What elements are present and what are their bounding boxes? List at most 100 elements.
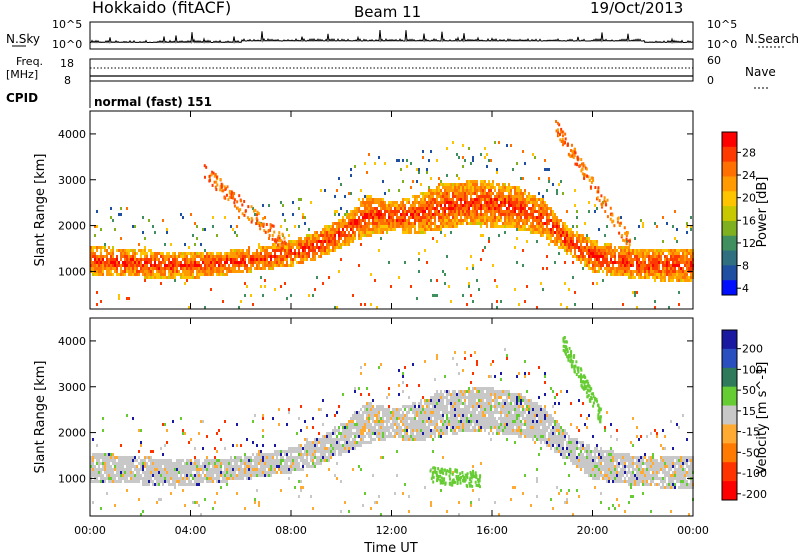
- heatmap-cell: [148, 219, 150, 222]
- heatmap-cell: [312, 507, 314, 510]
- heatmap-cell: [306, 246, 308, 249]
- heatmap-cell: [494, 204, 496, 207]
- heatmap-cell: [166, 441, 168, 444]
- heatmap-cell: [382, 231, 384, 234]
- heatmap-cell: [262, 258, 264, 261]
- heatmap-cell: [592, 255, 594, 258]
- heatmap-cell: [557, 131, 560, 135]
- heatmap-cell: [240, 300, 242, 303]
- heatmap-cell: [448, 198, 450, 201]
- heatmap-cell: [380, 420, 382, 423]
- heatmap-cell: [304, 453, 306, 456]
- heatmap-cell: [396, 207, 398, 210]
- heatmap-cell: [108, 462, 110, 465]
- heatmap-cell: [564, 137, 567, 141]
- heatmap-cell: [368, 393, 370, 396]
- heatmap-cell: [410, 204, 412, 207]
- heatmap-cell: [646, 255, 648, 258]
- heatmap-cell: [210, 468, 212, 471]
- heatmap-cell: [488, 186, 490, 189]
- heatmap-cell: [338, 234, 340, 237]
- heatmap-cell: [586, 249, 588, 252]
- heatmap-cell: [332, 243, 334, 246]
- heatmap-cell: [390, 417, 392, 420]
- heatmap-cell: [134, 255, 136, 258]
- heatmap-cell: [284, 465, 286, 468]
- heatmap-cell: [562, 234, 564, 237]
- heatmap-cell: [342, 231, 344, 234]
- heatmap-cell: [470, 219, 472, 222]
- heatmap-cell: [588, 178, 591, 182]
- heatmap-cell: [512, 204, 514, 207]
- heatmap-cell: [506, 222, 508, 225]
- heatmap-cell: [634, 294, 636, 297]
- heatmap-cell: [560, 231, 562, 234]
- heatmap-cell: [344, 225, 346, 228]
- heatmap-cell: [322, 453, 324, 456]
- heatmap-cell: [264, 264, 266, 267]
- heatmap-cell: [332, 438, 334, 441]
- heatmap-cell: [538, 210, 540, 213]
- heatmap-cell: [574, 291, 576, 294]
- heatmap-cell: [340, 444, 342, 447]
- heatmap-cell: [214, 258, 216, 261]
- heatmap-cell: [472, 201, 474, 204]
- heatmap-cell: [262, 246, 264, 249]
- heatmap-cell: [136, 471, 138, 474]
- heatmap-cell: [632, 258, 634, 261]
- heatmap-cell: [300, 405, 302, 408]
- heatmap-cell: [608, 270, 610, 273]
- heatmap-cell: [226, 185, 229, 189]
- heatmap-cell: [466, 189, 468, 192]
- heatmap-cell: [242, 477, 244, 480]
- heatmap-cell: [366, 207, 368, 210]
- heatmap-cell: [286, 252, 288, 255]
- heatmap-cell: [142, 480, 144, 483]
- heatmap-cell: [102, 477, 104, 480]
- heatmap-cell: [480, 192, 482, 195]
- heatmap-cell: [464, 192, 466, 195]
- heatmap-cell: [598, 270, 600, 273]
- heatmap-cell: [372, 408, 374, 411]
- heatmap-cell: [358, 465, 360, 468]
- heatmap-cell: [318, 255, 320, 258]
- heatmap-cell: [182, 480, 184, 483]
- heatmap-cell: [352, 222, 354, 225]
- heatmap-cell: [682, 276, 684, 279]
- heatmap-cell: [444, 204, 446, 207]
- heatmap-cell: [558, 240, 560, 243]
- heatmap-cell: [552, 219, 554, 222]
- heatmap-cell: [380, 198, 382, 201]
- heatmap-cell: [561, 134, 564, 138]
- heatmap-cell: [294, 252, 296, 255]
- heatmap-cell: [370, 408, 372, 411]
- heatmap-cell: [228, 267, 230, 270]
- heatmap-cell: [516, 201, 518, 204]
- heatmap-cell: [162, 462, 164, 465]
- heatmap-cell: [231, 191, 234, 195]
- heatmap-cell: [638, 258, 640, 261]
- heatmap-cell: [338, 246, 340, 249]
- heatmap-cell: [300, 456, 302, 459]
- heatmap-cell: [344, 219, 346, 222]
- heatmap-cell: [392, 219, 394, 222]
- heatmap-cell: [234, 261, 236, 264]
- heatmap-cell: [236, 249, 238, 252]
- heatmap-cell: [510, 186, 512, 189]
- heatmap-cell: [94, 471, 96, 474]
- heatmap-cell: [328, 432, 330, 435]
- heatmap-cell: [628, 270, 630, 273]
- heatmap-cell: [384, 414, 386, 417]
- heatmap-cell: [648, 261, 650, 264]
- heatmap-cell: [282, 450, 284, 453]
- heatmap-cell: [476, 198, 478, 201]
- heatmap-cell: [360, 429, 362, 432]
- heatmap-cell: [126, 249, 128, 252]
- heatmap-cell: [100, 252, 102, 255]
- heatmap-cell: [610, 255, 612, 258]
- heatmap-cell: [260, 462, 262, 465]
- heatmap-cell: [286, 249, 288, 252]
- heatmap-cell: [306, 444, 308, 447]
- heatmap-cell: [592, 261, 594, 264]
- heatmap-cell: [154, 477, 156, 480]
